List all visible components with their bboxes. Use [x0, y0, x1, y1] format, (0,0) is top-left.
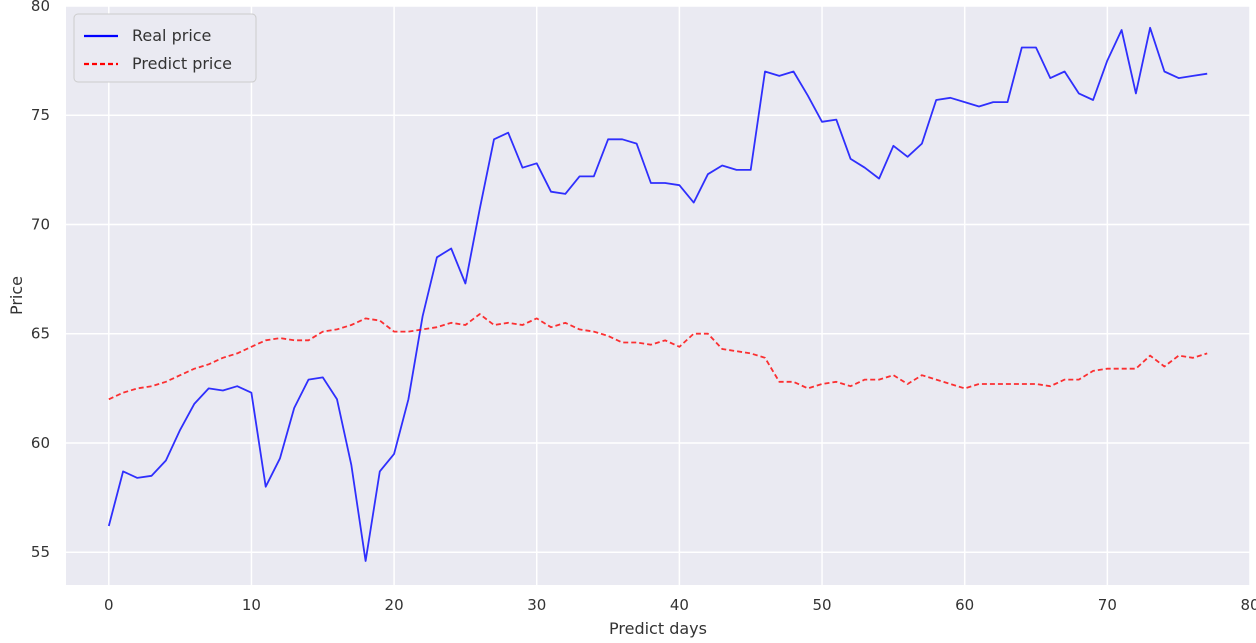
x-axis-ticks: 0 10 20 30 40 50 60 70 80: [104, 596, 1256, 614]
x-tick-label: 50: [813, 596, 832, 614]
x-tick-label: 30: [527, 596, 546, 614]
y-tick-label: 65: [31, 325, 50, 343]
legend: Real price Predict price: [73, 13, 257, 83]
grid: [66, 5, 1251, 585]
y-tick-label: 60: [31, 434, 50, 452]
series-line-1: [107, 26, 1208, 562]
y-tick-label: 55: [31, 543, 50, 561]
x-tick-label: 80: [1240, 596, 1256, 614]
x-axis-label: Predict days: [609, 619, 707, 638]
legend-label: Real price: [132, 26, 211, 45]
x-tick-label: 0: [104, 596, 114, 614]
x-tick-label: 20: [385, 596, 404, 614]
x-tick-label: 10: [242, 596, 261, 614]
plot-area: [66, 6, 1250, 585]
y-tick-label: 70: [31, 215, 50, 233]
y-axis-label: Price: [7, 276, 26, 315]
y-tick-label: 80: [31, 0, 50, 15]
y-axis-ticks: 55 60 65 70 75 80: [31, 0, 50, 561]
legend-box: [73, 13, 257, 83]
series-lines: [107, 26, 1208, 562]
series-line-2: [108, 313, 1208, 401]
x-tick-label: 60: [955, 596, 974, 614]
legend-label: Predict price: [132, 54, 232, 73]
y-tick-label: 75: [31, 106, 50, 124]
x-tick-label: 40: [670, 596, 689, 614]
x-tick-label: 70: [1098, 596, 1117, 614]
